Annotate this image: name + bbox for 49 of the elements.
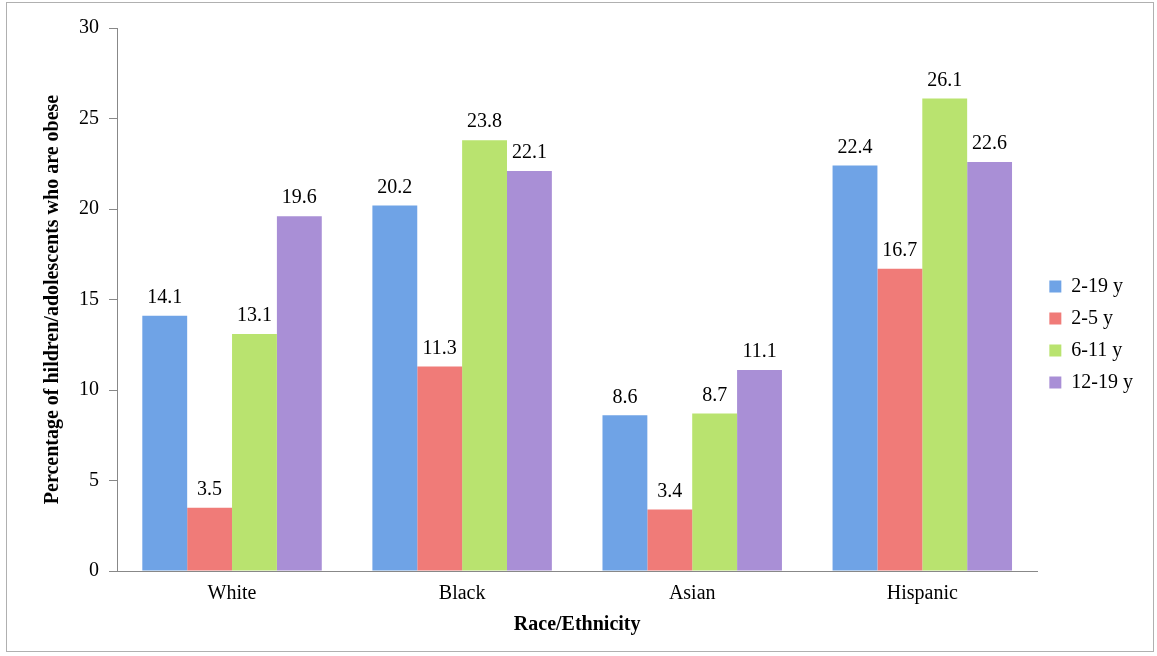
bar xyxy=(142,315,188,571)
data-label: 11.1 xyxy=(742,339,777,362)
legend-label: 2-19 y xyxy=(1071,273,1124,297)
y-tick-label: 5 xyxy=(89,467,99,490)
data-label: 14.1 xyxy=(147,285,183,308)
bar xyxy=(276,216,322,571)
bar xyxy=(877,268,923,571)
bar xyxy=(232,333,277,571)
data-label: 13.1 xyxy=(236,303,272,326)
bar xyxy=(922,98,968,571)
x-tick-label: Hispanic xyxy=(886,581,958,605)
y-tick-label: 0 xyxy=(89,558,99,581)
data-label: 8.6 xyxy=(612,384,638,407)
y-axis-title: Percentage of hildren/adolescents who are obese xyxy=(40,94,64,505)
x-tick-label: White xyxy=(207,581,257,604)
x-axis-title: Race/Ethnicity xyxy=(513,612,641,636)
data-label: 19.6 xyxy=(281,185,317,208)
data-label: 3.5 xyxy=(197,476,223,499)
data-label: 22.4 xyxy=(837,134,873,157)
bar xyxy=(602,415,648,571)
y-tick-label: 15 xyxy=(79,286,99,309)
data-label: 3.4 xyxy=(657,478,683,501)
y-tick-label: 20 xyxy=(79,196,99,219)
legend-label: 2-5 y xyxy=(1071,305,1114,329)
data-label: 11.3 xyxy=(422,335,457,358)
data-label: 23.8 xyxy=(467,109,503,132)
data-label: 8.7 xyxy=(702,382,728,405)
bar xyxy=(187,507,233,571)
bar xyxy=(832,165,878,571)
data-label: 22.1 xyxy=(511,140,547,163)
x-tick-label: Black xyxy=(438,581,486,604)
bar xyxy=(372,205,418,571)
bar xyxy=(506,170,552,571)
y-tick-label: 30 xyxy=(79,15,99,38)
bar xyxy=(462,140,507,571)
bar xyxy=(737,370,782,571)
data-label: 16.7 xyxy=(882,237,918,260)
bar xyxy=(692,413,738,571)
y-tick-label: 10 xyxy=(79,377,99,400)
legend-label: 6-11 y xyxy=(1071,337,1123,361)
bar xyxy=(967,161,1013,571)
bar xyxy=(647,509,693,571)
data-label: 26.1 xyxy=(927,67,963,90)
legend-label: 12-19 y xyxy=(1071,369,1134,393)
data-label: 22.6 xyxy=(972,131,1008,154)
bar xyxy=(417,366,463,571)
y-tick-label: 25 xyxy=(79,105,99,128)
data-label: 20.2 xyxy=(377,174,413,197)
x-tick-label: Asian xyxy=(668,581,716,604)
